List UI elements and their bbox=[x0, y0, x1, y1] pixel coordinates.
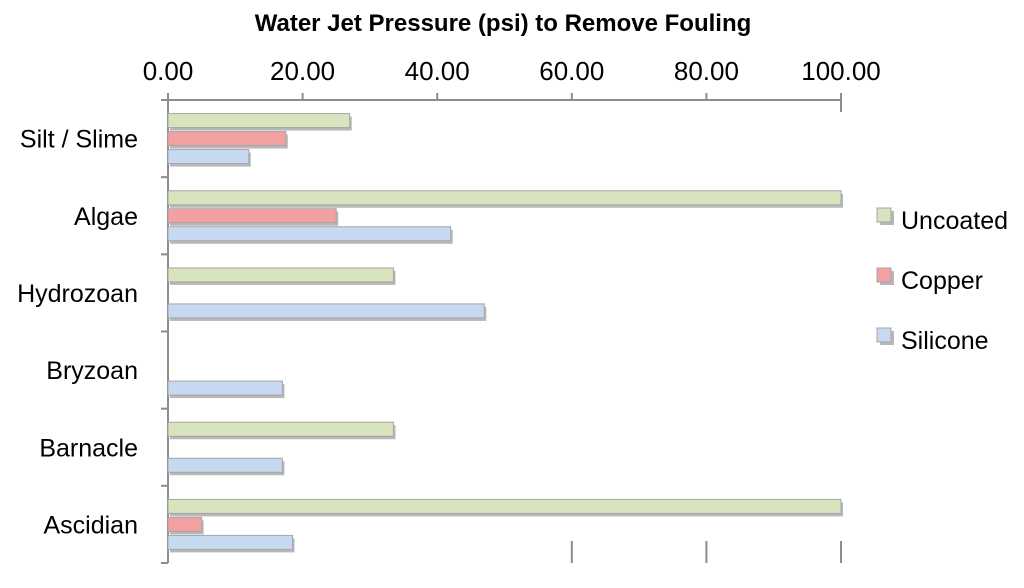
legend-label-copper: Copper bbox=[901, 267, 983, 295]
legend: Uncoated Copper Silicone bbox=[876, 207, 1008, 355]
bar-silicone bbox=[167, 457, 283, 473]
legend-label-uncoated: Uncoated bbox=[901, 207, 1008, 235]
chart-title: Water Jet Pressure (psi) to Remove Fouli… bbox=[255, 10, 752, 37]
category-label: Silt / Slime bbox=[20, 126, 138, 154]
bar-uncoated bbox=[167, 113, 351, 129]
x-tick-label: 40.00 bbox=[405, 56, 470, 86]
category-label: Bryzoan bbox=[46, 357, 138, 385]
bar-silicone bbox=[167, 380, 283, 396]
bar-copper bbox=[167, 131, 287, 147]
x-tick-label: 60.00 bbox=[539, 56, 604, 86]
x-tick-label: 100.00 bbox=[801, 56, 881, 86]
legend-label-silicone: Silicone bbox=[901, 327, 989, 355]
bar-uncoated bbox=[167, 498, 842, 514]
x-tick-label: 20.00 bbox=[270, 56, 335, 86]
plot-area: 0.00 20.00 40.00 60.00 80.00 100.00 Silt / Sli… bbox=[17, 56, 881, 564]
legend-swatch-silicone bbox=[876, 327, 892, 343]
bar-silicone bbox=[167, 226, 452, 242]
category-label: Barnacle bbox=[39, 434, 138, 462]
bar-copper bbox=[167, 208, 337, 224]
bar-uncoated bbox=[167, 421, 394, 437]
legend-swatch-copper bbox=[876, 267, 892, 283]
bar-uncoated bbox=[167, 267, 394, 283]
x-tick-label: 0.00 bbox=[143, 56, 194, 86]
bar-uncoated bbox=[167, 190, 842, 206]
bar-silicone bbox=[167, 149, 250, 165]
bar-copper bbox=[167, 516, 203, 532]
legend-swatch-uncoated bbox=[876, 207, 892, 223]
bar-silicone bbox=[167, 534, 294, 550]
category-label: Algae bbox=[74, 203, 138, 231]
x-tick-label: 80.00 bbox=[674, 56, 739, 86]
category-label: Ascidian bbox=[44, 511, 139, 539]
bar-silicone bbox=[167, 303, 485, 319]
category-label: Hydrozoan bbox=[17, 280, 138, 308]
